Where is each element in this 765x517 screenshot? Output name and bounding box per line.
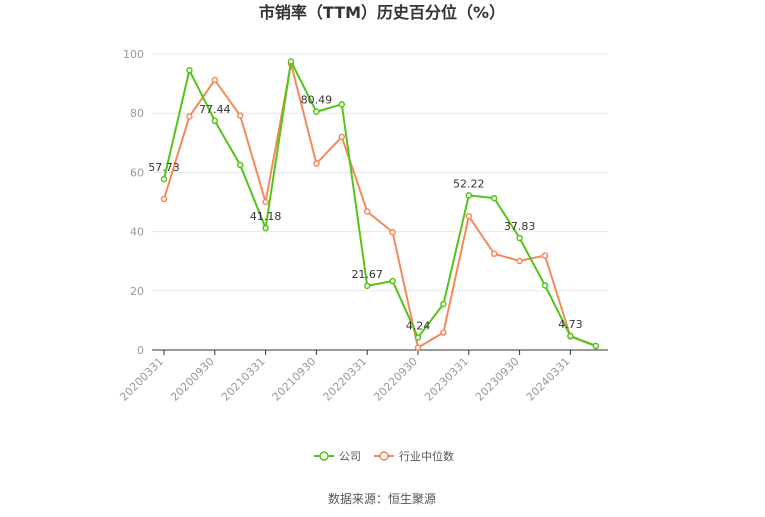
x-tick-label: 20200331 <box>117 355 166 404</box>
data-point <box>160 175 168 183</box>
legend-label: 行业中位数 <box>399 449 454 463</box>
data-labels: 57.73 77.44 41.18 80.49 21.67 4.24 52.22 37.83 4… <box>148 94 582 333</box>
data-label: 37.83 <box>504 220 536 233</box>
data-point <box>211 76 219 84</box>
data-point <box>363 208 371 215</box>
x-tick-label: 20230331 <box>422 355 471 404</box>
data-point <box>389 228 396 236</box>
data-point <box>287 58 295 65</box>
data-point <box>262 198 269 206</box>
legend-marker-icon <box>319 451 329 461</box>
data-point <box>592 342 600 350</box>
x-tick-label: 20220930 <box>371 355 420 404</box>
legend-item[interactable]: 公司 <box>314 450 361 463</box>
data-point <box>465 192 473 199</box>
legend-marker-icon <box>379 451 389 461</box>
data-point <box>465 212 473 220</box>
data-label: 80.49 <box>301 94 333 107</box>
y-tick-label: 0 <box>137 344 144 357</box>
data-label: 21.67 <box>351 268 383 281</box>
x-tick-label: 20230930 <box>473 355 522 404</box>
y-tick-label: 100 <box>123 48 144 61</box>
y-axis: 0 20 40 60 80 100 <box>123 48 144 357</box>
y-tick-label: 60 <box>130 166 144 179</box>
data-point <box>313 108 320 115</box>
data-point <box>160 195 168 203</box>
data-label: 57.73 <box>148 161 180 174</box>
data-point <box>516 257 523 265</box>
x-tick-label: 20200930 <box>168 355 217 404</box>
y-tick-label: 20 <box>130 285 144 298</box>
data-label: 4.24 <box>406 319 431 332</box>
data-label: 4.73 <box>558 318 583 331</box>
legend-item[interactable]: 行业中位数 <box>374 449 454 463</box>
x-tick-label: 20220331 <box>321 355 370 404</box>
data-point <box>363 282 371 290</box>
data-label: 41.18 <box>250 210 282 223</box>
data-point <box>440 329 447 336</box>
grid-lines <box>152 53 608 292</box>
x-axis: 20200331 20200930 20210331 20210930 20220331… <box>117 350 573 404</box>
chart-title: 市销率（TTM）历史百分位（%） <box>259 3 505 22</box>
data-point <box>541 282 549 289</box>
y-tick-label: 80 <box>130 107 144 120</box>
x-tick-label: 20210930 <box>270 355 319 404</box>
data-point <box>186 67 193 74</box>
x-tick-label: 20240331 <box>524 355 573 404</box>
data-point <box>490 250 498 258</box>
legend-label: 公司 <box>339 450 361 463</box>
series-line-0 <box>163 60 597 347</box>
data-label: 77.44 <box>199 103 231 116</box>
x-tick-label: 20210331 <box>219 355 268 404</box>
data-point <box>414 334 422 341</box>
data-point <box>236 161 244 169</box>
legend: 公司 行业中位数 <box>314 449 454 463</box>
data-point <box>440 300 447 308</box>
data-point <box>516 234 523 242</box>
data-point <box>490 194 498 202</box>
data-point <box>414 344 422 351</box>
y-tick-label: 40 <box>130 226 144 239</box>
source-note: 数据来源：恒生聚源 <box>328 491 436 506</box>
series-line-1 <box>163 62 597 349</box>
data-point <box>313 160 320 167</box>
data-point <box>541 252 549 259</box>
data-point <box>567 332 574 340</box>
data-point <box>236 112 244 119</box>
data-point <box>186 113 193 120</box>
data-label: 52.22 <box>453 177 485 190</box>
data-point <box>211 117 219 125</box>
data-point <box>262 224 269 232</box>
data-point <box>338 133 346 141</box>
plot-area <box>160 58 600 351</box>
data-point <box>338 101 346 108</box>
data-point <box>389 277 396 285</box>
